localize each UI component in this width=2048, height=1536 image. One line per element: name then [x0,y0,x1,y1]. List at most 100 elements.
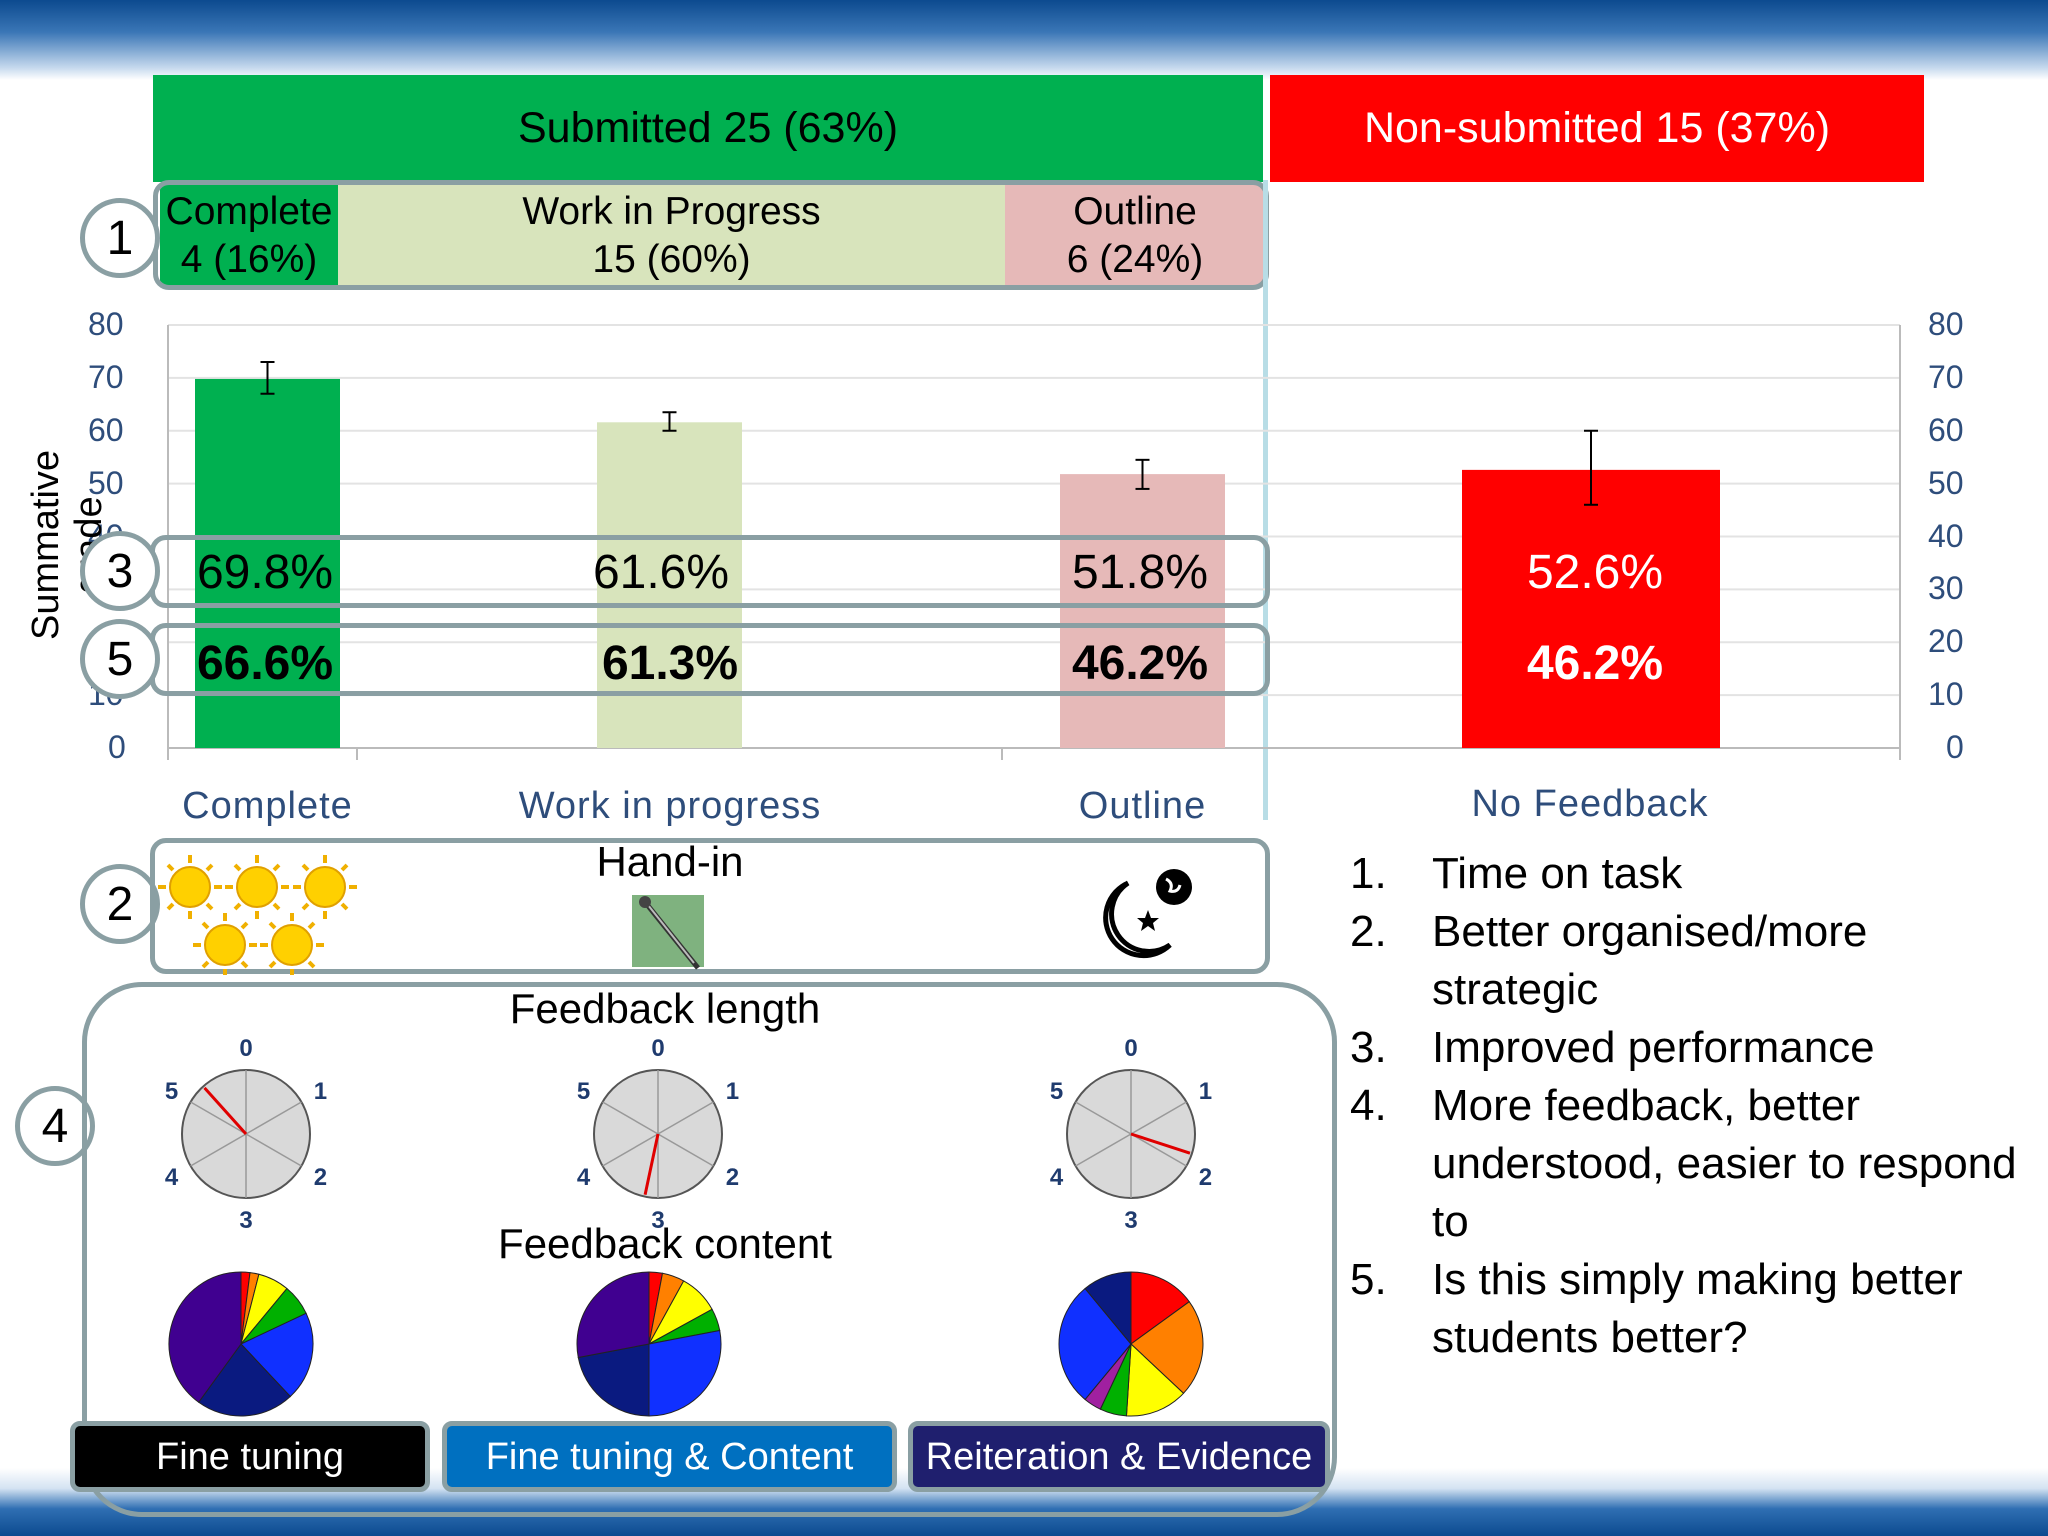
dial-division [190,1133,247,1167]
x-label-complete: Complete [182,785,353,827]
dial-label: 0 [651,1035,664,1062]
dial-division [602,1133,659,1167]
conclusion-number: 1. [1350,849,1387,898]
conclusion-item: 2. Better organised/more strategic [1350,903,2030,1019]
dial-label: 2 [1199,1164,1212,1191]
dial-label: 3 [651,1207,664,1234]
conclusion-text: Time on task [1432,849,1683,898]
pie-slice [1058,1287,1132,1401]
dial-label: 3 [1124,1207,1137,1234]
chart-error-bars [260,361,1598,506]
x-label-no-feedback: No Feedback [1471,783,1709,825]
category-complete: Complete 4 (16%) [160,185,338,286]
bar-2 [1060,474,1225,748]
category-work-in-progress: Work in Progress 15 (60%) [338,185,1005,286]
conclusion-item: 3. Improved performance [1350,1019,2030,1077]
dial-division [1075,1133,1132,1167]
feedback-content-title: Feedback content [498,1220,832,1267]
category-name: Work in Progress [522,189,821,233]
dial-needle [643,1133,660,1195]
y-tick-label-right: 80 [1928,306,1964,342]
conclusions-list: 1. Time on task 2. Better organised/more s… [1350,845,2030,1367]
marker-3: 3 [80,531,160,611]
dial-label: 5 [577,1078,590,1105]
row5-label-outline: 46.2% [1071,637,1209,690]
conclusion-text: Is this simply making better students be… [1432,1255,1963,1362]
pie-chart [1058,1271,1204,1417]
pin-icon [632,895,704,970]
category-name: Outline [1073,189,1197,233]
pie-chart [576,1271,722,1417]
pie-slice [168,1271,242,1403]
dial-needle [1130,1132,1191,1155]
pie-slice [1130,1271,1190,1345]
y-tick-label-right: 60 [1928,411,1964,448]
marker-2: 2 [80,864,160,944]
chart-bars [195,378,1720,748]
x-label-wip: Work in progress [518,785,822,827]
pie-slice [648,1329,722,1417]
legend-reiteration-evidence: Reiteration & Evidence [908,1421,1330,1492]
dial-division [245,1133,302,1167]
conclusion-item: 5. Is this simply making better students … [1350,1251,2030,1367]
dial-label: 2 [726,1164,739,1191]
non-submitted-header: Non-submitted 15 (37%) [1270,75,1924,182]
bar-0 [195,378,340,748]
dial-label: 4 [577,1164,591,1191]
top-band [0,0,2048,80]
bar-3 [1462,469,1720,748]
category-count: 15 (60%) [592,237,751,281]
pie-slice [1084,1271,1132,1346]
category-name: Complete [165,189,333,233]
y-tick-label-right: 40 [1928,517,1964,554]
conclusion-number: 2. [1350,907,1387,956]
dial-label: 1 [726,1078,739,1105]
y-tick-label-right: 30 [1928,570,1964,607]
row5-label-no-feedback: 46.2% [1526,637,1664,690]
conclusion-item: 4. More feedback, better understood, easi… [1350,1077,2030,1251]
category-count: 6 (24%) [1066,237,1204,281]
hand-in-box [150,838,1270,974]
pie-slice [240,1312,314,1398]
conclusion-text: Improved performance [1432,1023,1875,1072]
dial-division [1130,1133,1187,1167]
y-tick-label-right: 10 [1928,676,1964,713]
moon-icon [1103,869,1192,959]
x-label-outline: Outline [1078,785,1207,827]
dial-division [602,1101,659,1135]
pie-slice [1125,1342,1185,1417]
row3-label-outline: 51.8% [1071,546,1209,599]
conclusion-text: More feedback, better understood, easier… [1432,1081,2017,1246]
conclusion-item: 1. Time on task [1350,845,2030,903]
dial-label: 3 [239,1207,252,1234]
row5-label-complete: 66.6% [196,637,334,690]
dial-division [657,1133,714,1167]
conclusion-number: 4. [1350,1081,1387,1130]
dial-label: 0 [1124,1035,1137,1062]
feedback-length-title: Feedback length [509,985,821,1032]
hand-in-label: Hand-in [596,838,744,885]
section-divider [1263,180,1268,820]
y-tick-label: 80 [88,306,124,342]
y-tick-label: 50 [88,464,124,501]
row5-label-wip: 61.3% [601,637,739,690]
dial-label: 5 [1050,1078,1063,1105]
marker-4: 4 [15,1086,95,1166]
dial-division [1075,1101,1132,1135]
marker-5: 5 [80,619,160,699]
conclusion-number: 3. [1350,1023,1387,1072]
dial-label: 1 [1199,1078,1212,1105]
dial-label: 1 [314,1078,327,1105]
dial: 0 1 2 3 4 5 [165,1035,327,1234]
marker-1: 1 [80,198,160,278]
row3-label-no-feedback: 52.6% [1526,546,1664,599]
legend-fine-tuning-content: Fine tuning & Content [442,1421,897,1492]
dial-label: 2 [314,1164,327,1191]
y-tick-label-right: 20 [1928,623,1964,660]
feedback-box [82,982,1337,1517]
pie-slice [577,1343,650,1417]
y-tick-label: 0 [108,729,126,765]
pie-slice [576,1271,650,1359]
dial: 0 1 2 3 4 5 [1050,1035,1212,1234]
